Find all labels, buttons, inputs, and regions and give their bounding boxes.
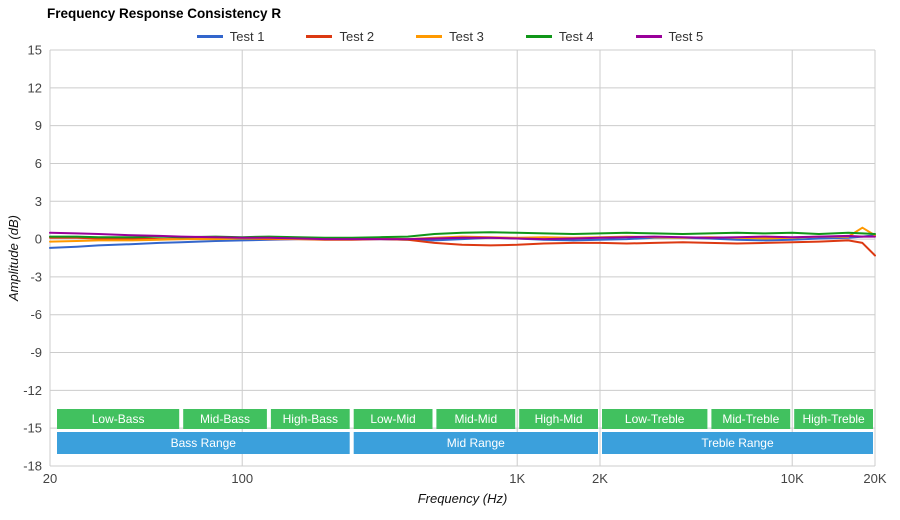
band-low-treble: [602, 409, 708, 429]
x-tick-label: 100: [231, 471, 253, 486]
band-mid-bass: [183, 409, 267, 429]
band-mid-bass-label: Mid-Bass: [200, 412, 250, 426]
band-high-bass-label: High-Bass: [283, 412, 338, 426]
range-treble-range: [602, 432, 873, 454]
legend-label: Test 5: [668, 28, 704, 44]
range-mid-range-label: Mid Range: [447, 436, 505, 450]
legend-item-test-1: Test 1: [196, 28, 265, 44]
band-low-mid-label: Low-Mid: [370, 412, 415, 426]
band-high-treble: [794, 409, 873, 429]
legend-item-test-4: Test 4: [525, 28, 594, 44]
x-tick-label: 2K: [592, 471, 608, 486]
legend-swatch: [306, 34, 333, 38]
band-mid-mid-label: Mid-Mid: [454, 412, 497, 426]
range-bass-range-label: Bass Range: [171, 436, 237, 450]
x-tick-label: 20K: [863, 471, 886, 486]
band-low-mid: [353, 409, 433, 429]
y-tick-label: 0: [35, 232, 42, 247]
y-tick-label: -12: [23, 383, 42, 398]
band-mid-treble-label: Mid-Treble: [722, 412, 779, 426]
band-low-bass: [57, 409, 180, 429]
legend: Test 1 Test 2 Test 3 Test 4 Test 5: [0, 27, 900, 45]
legend-item-test-5: Test 5: [635, 28, 704, 44]
y-tick-label: 12: [28, 80, 42, 95]
x-tick-label: 20: [43, 471, 57, 486]
range-treble-range-label: Treble Range: [701, 436, 774, 450]
series-line-test-5: [49, 231, 876, 241]
y-tick-label: 9: [35, 118, 42, 133]
x-tick-label: 1K: [509, 471, 525, 486]
legend-swatch: [635, 34, 662, 38]
y-tick-label: -15: [23, 421, 42, 436]
band-mid-treble: [711, 409, 791, 429]
y-tick-label: -18: [23, 459, 42, 474]
y-axis-title: Amplitude (dB): [6, 215, 21, 301]
x-axis-title: Frequency (Hz): [417, 491, 508, 506]
y-tick-label: 3: [35, 194, 42, 209]
band-mid-mid: [436, 409, 516, 429]
legend-label: Test 1: [229, 28, 265, 44]
range-mid-range: [353, 432, 598, 454]
legend-label: Test 4: [558, 28, 594, 44]
band-high-mid-label: High-Mid: [535, 412, 583, 426]
y-tick-label: -6: [30, 307, 42, 322]
y-tick-label: 15: [28, 43, 42, 58]
band-high-mid: [519, 409, 598, 429]
band-high-bass: [270, 409, 350, 429]
band-high-treble-label: High-Treble: [802, 412, 865, 426]
x-tick-label: 10K: [781, 471, 804, 486]
y-tick-label: 6: [35, 156, 42, 171]
chart-title: Frequency Response Consistency R: [47, 6, 282, 21]
legend-label: Test 2: [339, 28, 375, 44]
legend-swatch: [525, 34, 552, 38]
y-tick-label: -9: [30, 345, 42, 360]
y-tick-label: -3: [30, 269, 42, 284]
band-low-bass-label: Low-Bass: [92, 412, 145, 426]
legend-item-test-3: Test 3: [416, 29, 484, 44]
legend-label: Test 3: [449, 28, 484, 44]
legend-item-test-2: Test 2: [306, 29, 374, 44]
range-bass-range: [57, 432, 350, 454]
legend-swatch: [196, 34, 223, 38]
band-low-treble-label: Low-Treble: [625, 412, 685, 426]
legend-swatch: [416, 34, 443, 38]
